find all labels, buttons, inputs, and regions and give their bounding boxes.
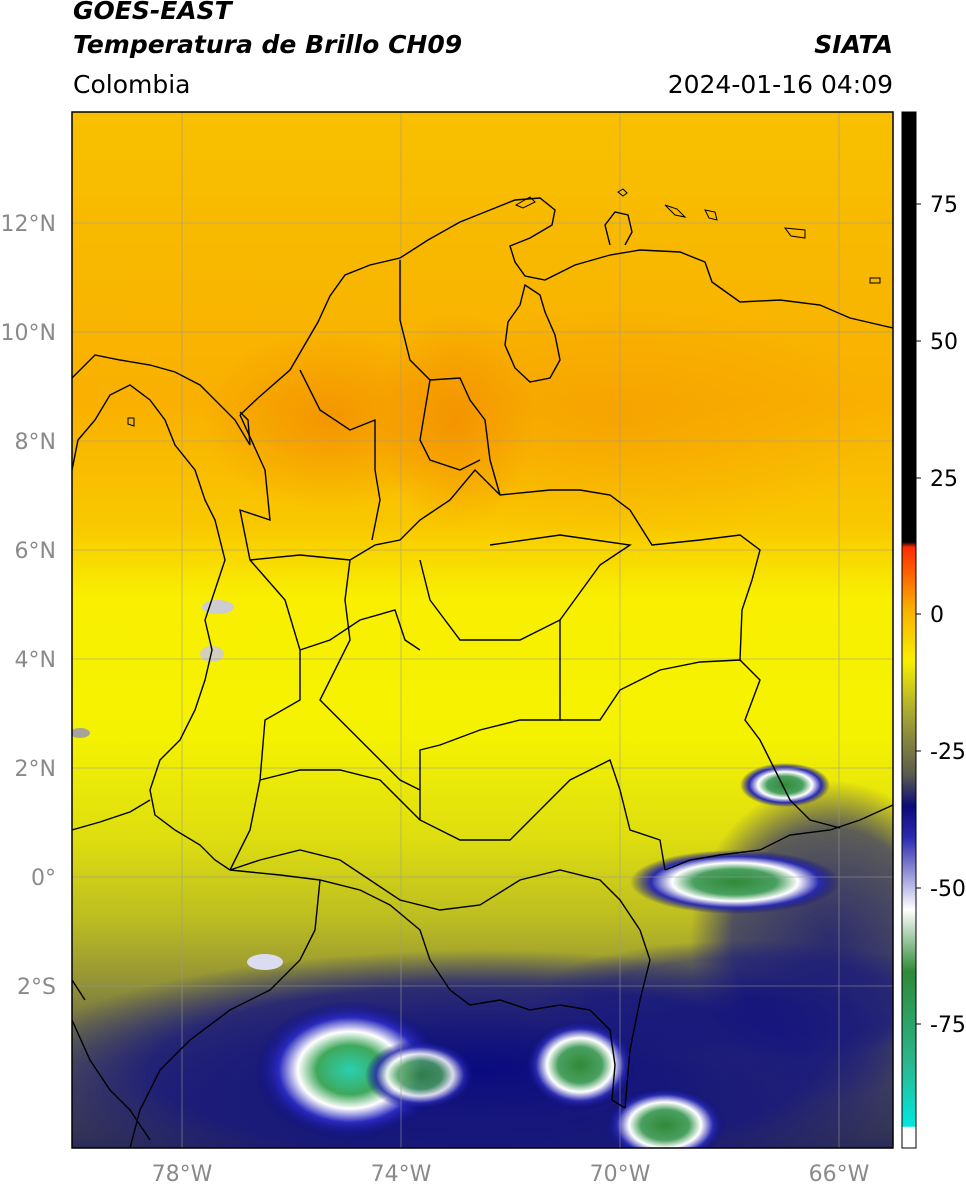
lat-label-8n: 8°N <box>15 430 56 455</box>
lat-label-2s: 2°S <box>17 975 56 1000</box>
colorbar-tick-25: 25 <box>930 467 958 492</box>
product-title: Temperatura de Brillo CH09 <box>73 30 463 59</box>
lat-label-4n: 4°N <box>15 648 56 673</box>
lat-label-2n: 2°N <box>15 757 56 782</box>
colorbar-tick-minus50: -50 <box>930 877 966 902</box>
lon-label-70w: 70°W <box>590 1162 651 1187</box>
colorbar-tick-50: 50 <box>930 330 958 355</box>
lat-label-12n: 12°N <box>1 212 56 237</box>
satellite-title: GOES-EAST <box>73 0 232 25</box>
colorbar-tick-minus25: -25 <box>930 740 966 765</box>
lat-label-6n: 6°N <box>15 539 56 564</box>
lat-label-0: 0° <box>31 866 56 891</box>
colorbar: 75 50 25 0 -25 -50 -75 <box>901 111 966 1149</box>
map-frame <box>71 111 894 1149</box>
colorbar-tick-75: 75 <box>930 193 958 218</box>
lat-axis: 12°N 10°N 8°N 6°N 4°N 2°N 0° 2°S <box>1 212 56 1000</box>
borders <box>72 197 893 1148</box>
lon-axis: 78°W 74°W 70°W 66°W <box>152 1162 870 1187</box>
temperature-field <box>72 112 893 1148</box>
region-label: Colombia <box>73 70 191 99</box>
lon-label-66w: 66°W <box>809 1162 870 1187</box>
colorbar-tick-0: 0 <box>930 603 944 628</box>
datetime-label: 2024-01-16 04:09 <box>667 70 893 99</box>
lon-label-78w: 78°W <box>152 1162 213 1187</box>
lon-label-74w: 74°W <box>371 1162 432 1187</box>
colorbar-tick-minus75: -75 <box>930 1013 966 1038</box>
lat-label-10n: 10°N <box>1 321 56 346</box>
islands <box>127 188 881 427</box>
source-label: SIATA <box>814 30 893 59</box>
